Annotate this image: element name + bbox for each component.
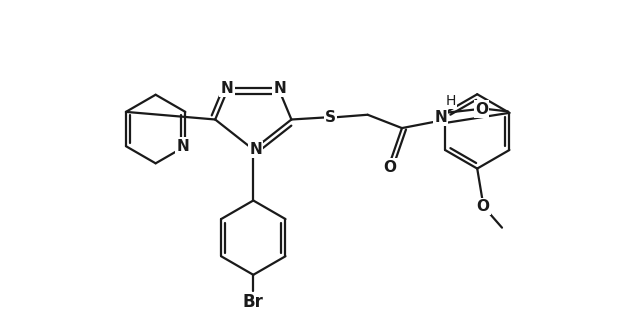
Text: N: N (221, 81, 234, 96)
Text: Br: Br (243, 293, 264, 311)
Text: O: O (476, 101, 488, 117)
Text: O: O (476, 199, 490, 214)
Text: N: N (177, 139, 189, 154)
Text: N: N (273, 81, 286, 96)
Text: N: N (250, 142, 262, 157)
Text: O: O (383, 160, 397, 175)
Text: H: H (446, 94, 456, 108)
Text: N: N (434, 110, 447, 125)
Text: S: S (325, 110, 336, 125)
